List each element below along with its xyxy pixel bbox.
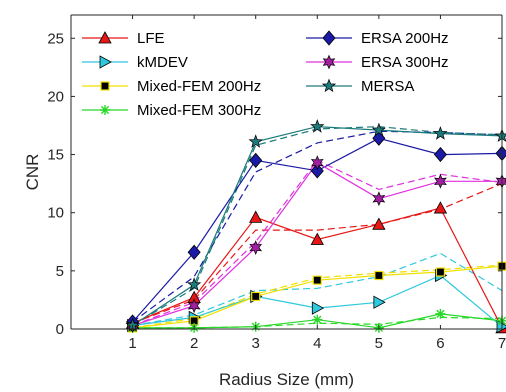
data-point-lfe-4 bbox=[310, 232, 324, 245]
axes-layer bbox=[70, 14, 503, 330]
legend-swatch-marker bbox=[98, 31, 112, 44]
legend-swatch-marker bbox=[99, 55, 112, 69]
data-point-kmdev-4 bbox=[311, 301, 325, 315]
data-point-ersa-300hz-3 bbox=[249, 240, 263, 255]
data-point-mixed-fem-200hz-3 bbox=[251, 291, 261, 302]
y-tick-label: 20 bbox=[47, 88, 64, 105]
data-point-mersa-6 bbox=[433, 126, 448, 140]
x-tick-label: 5 bbox=[375, 335, 383, 352]
data-point-ersa-300hz-6 bbox=[434, 173, 447, 189]
data-point-ersa-200hz-6 bbox=[433, 146, 447, 163]
legend-item-kmdev: kMDEV bbox=[82, 54, 188, 71]
data-point-mersa-2 bbox=[187, 277, 202, 291]
data-point-ersa-200hz-2 bbox=[187, 244, 201, 260]
legend-item-lfe: LFE bbox=[82, 30, 165, 47]
data-point-mixed-fem-300hz-4 bbox=[312, 314, 323, 325]
x-tick-label: 7 bbox=[498, 335, 506, 352]
legend-label: Mixed-FEM 300Hz bbox=[137, 102, 261, 119]
data-point-lfe-3 bbox=[249, 210, 263, 223]
legend-item-ersa-300hz: ERSA 300Hz bbox=[306, 54, 449, 71]
data-point-ersa-200hz-3 bbox=[249, 152, 263, 168]
data-point-ersa-300hz-2 bbox=[187, 298, 201, 314]
data-point-mixed-fem-200hz-6 bbox=[435, 267, 446, 277]
x-tick-label: 1 bbox=[128, 335, 136, 352]
legend-item-mixed-fem-300hz: Mixed-FEM 300Hz bbox=[82, 102, 261, 119]
x-axis-title: Radius Size (mm) bbox=[219, 370, 354, 389]
y-tick-label: 25 bbox=[47, 30, 64, 47]
legend-swatch-marker bbox=[322, 30, 336, 46]
data-point-mixed-fem-200hz-4 bbox=[312, 275, 322, 285]
data-point-mixed-fem-200hz-5 bbox=[374, 270, 384, 281]
data-point-mersa-3 bbox=[248, 134, 263, 148]
data-point-kmdev-5 bbox=[373, 295, 386, 309]
legend-item-ersa-200hz: ERSA 200Hz bbox=[306, 30, 449, 47]
legend-label: kMDEV bbox=[137, 54, 188, 71]
y-tick-label: 10 bbox=[47, 205, 64, 222]
data-point-ersa-300hz-5 bbox=[372, 191, 386, 207]
legend-swatch-marker bbox=[322, 54, 336, 70]
data-point-mixed-fem-300hz-6 bbox=[435, 308, 446, 319]
y-tick-label: 0 bbox=[56, 321, 64, 338]
legend-swatch-marker bbox=[100, 105, 110, 115]
legend-item-mixed-fem-200hz: Mixed-FEM 200Hz bbox=[82, 78, 261, 95]
legend: LFE kMDEV Mixed-FEM 200Hz Mixed-FEM 300Hz ER… bbox=[82, 30, 449, 119]
y-tick-label: 5 bbox=[56, 263, 64, 280]
legend-label: Mixed-FEM 200Hz bbox=[137, 78, 261, 95]
data-point-lfe-6 bbox=[433, 201, 448, 214]
x-tick-label: 6 bbox=[436, 335, 444, 352]
legend-label: LFE bbox=[137, 30, 165, 47]
y-axis-title: CNR bbox=[23, 154, 42, 191]
data-point-mersa-4 bbox=[310, 119, 325, 133]
ticks-layer: 1 2 3 4 5 6 7 0 5 10 15 20 25 bbox=[47, 15, 506, 352]
dashed-line-8 bbox=[132, 252, 503, 327]
data-point-mersa-5 bbox=[371, 122, 386, 137]
legend-swatch-marker bbox=[100, 81, 110, 91]
data-point-ersa-300hz-4 bbox=[310, 155, 324, 171]
legend-item-mersa: MERSA bbox=[306, 78, 414, 95]
x-tick-label: 2 bbox=[190, 335, 198, 352]
legend-swatch-marker bbox=[321, 78, 337, 93]
plot-background bbox=[71, 15, 502, 329]
legend-label: MERSA bbox=[361, 78, 414, 95]
legend-label: ERSA 200Hz bbox=[361, 30, 449, 47]
legend-label: ERSA 300Hz bbox=[361, 54, 449, 71]
x-tick-label: 3 bbox=[252, 335, 260, 352]
data-point-ersa-200hz-4 bbox=[310, 163, 324, 179]
x-tick-label: 4 bbox=[313, 335, 321, 352]
y-tick-label: 15 bbox=[47, 147, 64, 164]
data-point-lfe-5 bbox=[372, 217, 386, 230]
